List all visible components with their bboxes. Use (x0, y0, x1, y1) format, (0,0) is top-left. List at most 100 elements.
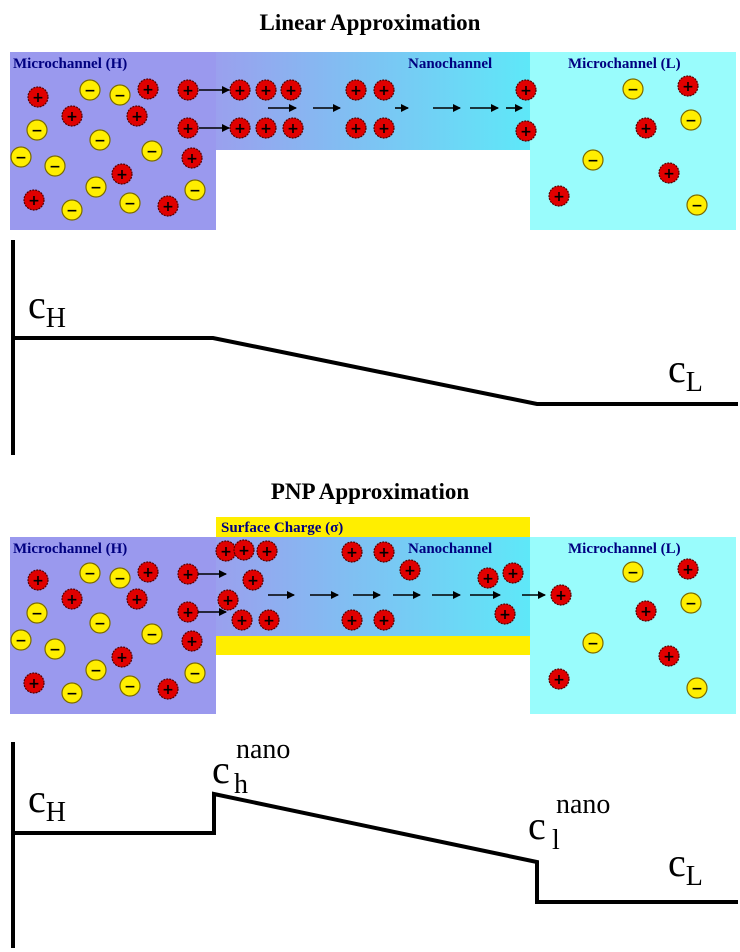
cation-icon: + (177, 79, 199, 101)
cation-icon: + (494, 603, 516, 625)
svg-text:+: + (260, 83, 272, 99)
svg-text:−: − (685, 113, 697, 129)
cation-icon: + (345, 79, 367, 101)
svg-text:+: + (142, 82, 154, 98)
anion-icon: − (44, 155, 66, 177)
cation-icon: + (515, 79, 537, 101)
svg-text:−: − (124, 679, 136, 695)
svg-text:+: + (182, 567, 194, 583)
svg-text:+: + (404, 563, 416, 579)
svg-text:+: + (555, 588, 567, 604)
cation-icon: + (658, 645, 680, 667)
cation-icon: + (177, 117, 199, 139)
svg-text:+: + (663, 649, 675, 665)
svg-text:+: + (499, 607, 511, 623)
anion-icon: − (184, 662, 206, 684)
anion-icon: − (622, 561, 644, 583)
cation-icon: + (229, 117, 251, 139)
svg-text:−: − (31, 606, 43, 622)
cation-icon: + (255, 117, 277, 139)
svg-text:+: + (378, 613, 390, 629)
svg-text:−: − (49, 159, 61, 175)
cation-icon: + (229, 79, 251, 101)
svg-text:−: − (66, 203, 78, 219)
label-c-h: cH (28, 282, 66, 334)
anion-icon: − (10, 146, 32, 168)
cation-icon: + (341, 541, 363, 563)
cation-icon: + (677, 558, 699, 580)
cation-icon: + (373, 117, 395, 139)
anion-icon: − (89, 612, 111, 634)
cation-icon: + (477, 567, 499, 589)
label-c-l: cL (668, 346, 703, 398)
anion-icon: − (10, 629, 32, 651)
pnp-profile-line (13, 791, 738, 904)
svg-text:+: + (261, 544, 273, 560)
svg-text:+: + (247, 573, 259, 589)
svg-text:+: + (186, 151, 198, 167)
svg-text:+: + (640, 121, 652, 137)
flux-arrows-linear (199, 86, 523, 132)
anion-icon: − (686, 194, 708, 216)
cation-icon: + (548, 668, 570, 690)
anion-icon: − (582, 632, 604, 654)
svg-text:+: + (663, 166, 675, 182)
svg-text:+: + (350, 83, 362, 99)
svg-text:+: + (162, 682, 174, 698)
anion-icon: − (26, 119, 48, 141)
anion-icon: − (680, 592, 702, 614)
pnp-title: PNP Approximation (271, 479, 470, 504)
anion-icon: − (680, 109, 702, 131)
svg-text:+: + (682, 79, 694, 95)
svg-text:−: − (587, 636, 599, 652)
cation-icon: + (373, 541, 395, 563)
cation-icon: + (181, 630, 203, 652)
svg-text:−: − (114, 88, 126, 104)
flux-arrows-pnp (198, 570, 546, 616)
anion-icon: − (61, 682, 83, 704)
anion-icon: − (184, 179, 206, 201)
cation-icon: + (61, 588, 83, 610)
svg-text:+: + (186, 634, 198, 650)
cation-icon: + (111, 163, 133, 185)
anion-icon: − (686, 677, 708, 699)
svg-text:+: + (234, 121, 246, 137)
anion-icon: − (26, 602, 48, 624)
svg-text:−: − (49, 642, 61, 658)
svg-text:+: + (346, 545, 358, 561)
label-c-l-nano: c l nano (528, 789, 610, 858)
anion-icon: − (61, 199, 83, 221)
cation-icon: + (635, 600, 657, 622)
cation-icon: + (258, 609, 280, 631)
svg-text:+: + (263, 613, 275, 629)
svg-text:+: + (182, 83, 194, 99)
svg-text:−: − (15, 633, 27, 649)
svg-text:−: − (146, 144, 158, 160)
cation-icon: + (27, 569, 49, 591)
cation-icon: + (373, 609, 395, 631)
cation-icon: + (217, 589, 239, 611)
pnp-panel: PNP Approximation Surface Charge (σ) Mic… (10, 479, 738, 948)
svg-text:+: + (234, 83, 246, 99)
cation-icon: + (256, 540, 278, 562)
svg-text:+: + (238, 543, 250, 559)
svg-text:+: + (553, 189, 565, 205)
cation-icon: + (345, 117, 367, 139)
svg-text:+: + (378, 121, 390, 137)
label-c-l: cL (668, 840, 703, 892)
cation-icon: + (137, 78, 159, 100)
anion-icon: − (141, 140, 163, 162)
cation-icon: + (255, 79, 277, 101)
anion-icon: − (89, 129, 111, 151)
svg-text:−: − (189, 183, 201, 199)
surface-charge-bottom (216, 636, 530, 655)
cation-icon: + (231, 609, 253, 631)
svg-text:+: + (131, 592, 143, 608)
svg-text:+: + (236, 613, 248, 629)
svg-text:+: + (182, 121, 194, 137)
svg-text:+: + (66, 109, 78, 125)
svg-text:+: + (553, 672, 565, 688)
svg-text:+: + (66, 592, 78, 608)
label-nanochannel: Nanochannel (408, 541, 492, 557)
svg-text:−: − (189, 666, 201, 682)
